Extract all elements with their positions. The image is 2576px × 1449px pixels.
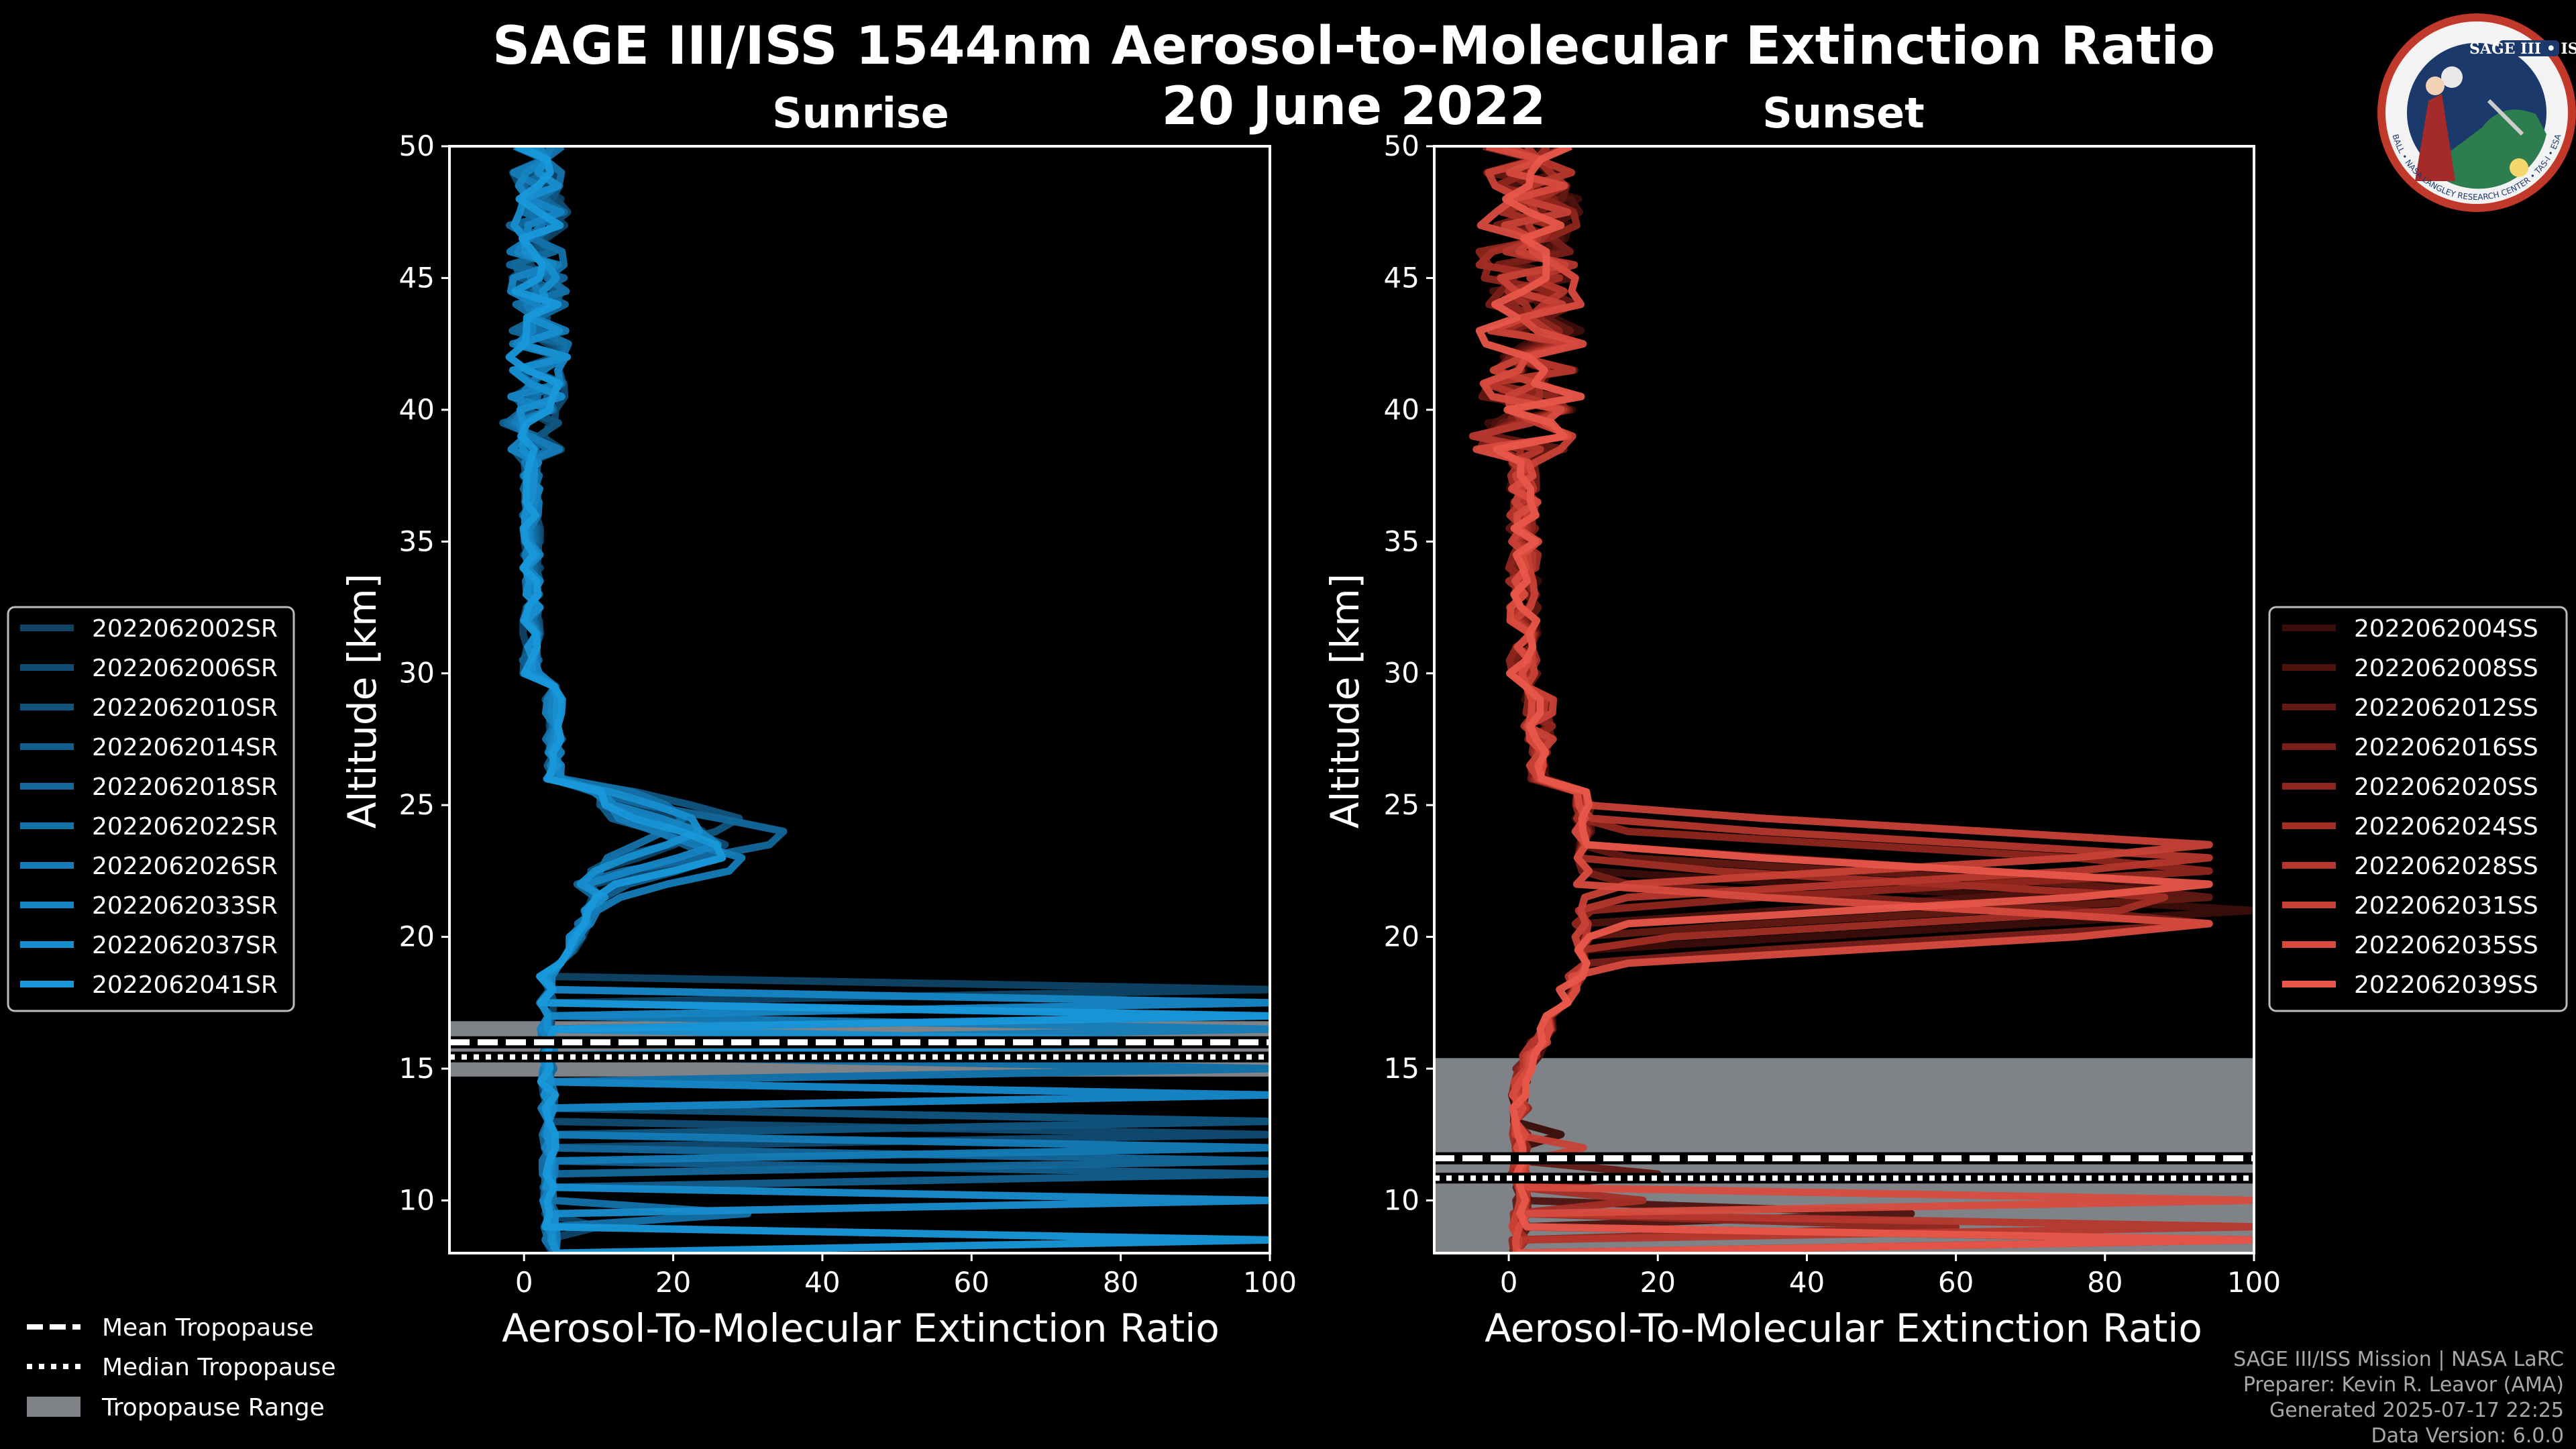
credit-version: Data Version: 6.0.0 bbox=[2371, 1424, 2564, 1448]
sunrise-y-tick-label: 20 bbox=[399, 920, 435, 953]
median-tropopause-label: Median Tropopause bbox=[102, 1354, 336, 1381]
sunrise-y-tick-label: 35 bbox=[399, 525, 435, 557]
legend-label-2022062012SS: 2022062012SS bbox=[2354, 694, 2538, 722]
legend-label-2022062039SS: 2022062039SS bbox=[2354, 971, 2538, 999]
figure-date: 20 June 2022 bbox=[1162, 76, 1546, 137]
sunset-x-axis-label: Aerosol-To-Molecular Extinction Ratio bbox=[1485, 1305, 2202, 1351]
sunset-panel-title: Sunset bbox=[1762, 89, 1925, 138]
sunset-x-tick-label: 40 bbox=[1789, 1266, 1825, 1299]
sage-iii-iss-logo: SAGE III • ISS BALL • NASA LANGLEY RESEA… bbox=[2377, 13, 2576, 212]
sunrise-plot-frame bbox=[448, 145, 1271, 1254]
figure-title: SAGE III/ISS 1544nm Aerosol-to-Molecular… bbox=[492, 16, 2215, 76]
sunrise-y-tick-label: 45 bbox=[399, 261, 435, 294]
legend-label-2022062010SR: 2022062010SR bbox=[92, 694, 278, 722]
sunset-y-tick-label: 45 bbox=[1384, 261, 1419, 294]
sunrise-y-tick-label: 30 bbox=[399, 657, 435, 690]
sunrise-x-tick-label: 60 bbox=[954, 1266, 989, 1299]
sunrise-y-tick-label: 10 bbox=[399, 1183, 435, 1216]
sunrise-plot-area bbox=[449, 146, 1270, 1253]
credit-generated: Generated 2025-07-17 22:25 bbox=[2269, 1399, 2564, 1422]
profile-2022062039SS bbox=[1475, 146, 2254, 1253]
sunset-x-tick-label: 80 bbox=[2087, 1266, 2123, 1299]
sunrise-axes: 0 20 40 60 80 100 10 15 20 25 30 35 40 45 50 bbox=[399, 129, 1297, 1299]
sunset-y-tick-label: 20 bbox=[1384, 920, 1419, 953]
sunrise-y-tick-label: 40 bbox=[399, 393, 435, 426]
sunset-y-tick-label: 10 bbox=[1384, 1183, 1419, 1216]
sunset-axes: 0 20 40 60 80 100 10 15 20 25 30 35 40 45 50 bbox=[1384, 129, 2282, 1299]
sunset-x-tick-label: 100 bbox=[2227, 1266, 2281, 1299]
sunrise-panel: 0 20 40 60 80 100 10 15 20 25 30 35 40 45 50 Altitude … bbox=[339, 129, 1297, 1351]
legend-label-2022062014SR: 2022062014SR bbox=[92, 734, 278, 761]
sunrise-x-axis-label: Aerosol-To-Molecular Extinction Ratio bbox=[502, 1305, 1220, 1351]
sunset-legend: 2022062004SS 2022062008SS 2022062012SS 2022… bbox=[2268, 606, 2568, 1012]
sunset-plot-area bbox=[1434, 146, 2254, 1253]
sunrise-x-tick-label: 0 bbox=[515, 1266, 533, 1299]
moon-icon bbox=[2441, 66, 2463, 88]
legend-label-2022062037SR: 2022062037SR bbox=[92, 932, 278, 959]
sunrise-y-tick-label: 15 bbox=[399, 1052, 435, 1085]
sunrise-panel-title: Sunrise bbox=[772, 89, 949, 138]
mean-tropopause-label: Mean Tropopause bbox=[102, 1314, 314, 1342]
legend-label-2022062028SS: 2022062028SS bbox=[2354, 853, 2538, 880]
legend-label-2022062041SR: 2022062041SR bbox=[92, 971, 278, 999]
tropopause-legend: Mean Tropopause Median Tropopause Tropop… bbox=[27, 1314, 336, 1421]
sunrise-y-axis-label: Altitude [km] bbox=[339, 574, 385, 828]
logo-text: SAGE III • ISS bbox=[2469, 40, 2576, 58]
tropopause-range-swatch bbox=[27, 1397, 80, 1417]
sunrise-legend: 2022062002SR 2022062006SR 2022062010SR 2022… bbox=[7, 606, 295, 1012]
sunset-y-tick-label: 40 bbox=[1384, 393, 1419, 426]
legend-label-2022062016SS: 2022062016SS bbox=[2354, 734, 2538, 761]
sunrise-y-tick-label: 25 bbox=[399, 788, 435, 821]
legend-label-2022062022SR: 2022062022SR bbox=[92, 813, 278, 841]
legend-label-2022062008SS: 2022062008SS bbox=[2354, 655, 2538, 682]
legend-label-2022062006SR: 2022062006SR bbox=[92, 655, 278, 682]
profile-2022062041SR bbox=[505, 146, 1270, 1253]
credits: SAGE III/ISS Mission | NASA LaRC Prepare… bbox=[2233, 1348, 2564, 1448]
sunset-y-tick-label: 25 bbox=[1384, 788, 1419, 821]
legend-label-2022062026SR: 2022062026SR bbox=[92, 853, 278, 880]
sunset-y-tick-label: 50 bbox=[1384, 129, 1419, 162]
sunrise-x-tick-label: 80 bbox=[1103, 1266, 1138, 1299]
legend-label-2022062002SR: 2022062002SR bbox=[92, 615, 278, 643]
sunset-y-axis-label: Altitude [km] bbox=[1322, 574, 1368, 828]
sunset-x-tick-label: 60 bbox=[1938, 1266, 1974, 1299]
sunrise-x-tick-label: 100 bbox=[1243, 1266, 1297, 1299]
sun-icon bbox=[2510, 158, 2528, 177]
figure-icon bbox=[2415, 94, 2455, 181]
legend-label-2022062020SS: 2022062020SS bbox=[2354, 773, 2538, 801]
sunrise-y-tick-label: 50 bbox=[399, 129, 435, 162]
sunset-x-tick-label: 0 bbox=[1500, 1266, 1518, 1299]
legend-label-2022062018SR: 2022062018SR bbox=[92, 773, 278, 801]
sunset-plot-frame bbox=[1433, 145, 2255, 1254]
credit-preparer: Preparer: Kevin R. Leavor (AMA) bbox=[2243, 1373, 2564, 1397]
legend-label-2022062024SS: 2022062024SS bbox=[2354, 813, 2538, 841]
sunset-y-tick-label: 35 bbox=[1384, 525, 1419, 557]
sunset-y-tick-label: 15 bbox=[1384, 1052, 1419, 1085]
sunrise-x-tick-label: 20 bbox=[655, 1266, 691, 1299]
legend-label-2022062031SS: 2022062031SS bbox=[2354, 892, 2538, 920]
legend-label-2022062004SS: 2022062004SS bbox=[2354, 615, 2538, 643]
credit-mission: SAGE III/ISS Mission | NASA LaRC bbox=[2233, 1348, 2564, 1371]
sunset-y-tick-label: 30 bbox=[1384, 657, 1419, 690]
iss-icon bbox=[2487, 99, 2524, 136]
legend-label-2022062035SS: 2022062035SS bbox=[2354, 932, 2538, 959]
sunset-x-tick-label: 20 bbox=[1640, 1266, 1676, 1299]
tropopause-range-label: Tropopause Range bbox=[101, 1394, 325, 1421]
legend-label-2022062033SR: 2022062033SR bbox=[92, 892, 278, 920]
sunset-panel: 0 20 40 60 80 100 10 15 20 25 30 35 40 45 50 Altitude … bbox=[1322, 129, 2281, 1351]
sunrise-x-tick-label: 40 bbox=[804, 1266, 840, 1299]
